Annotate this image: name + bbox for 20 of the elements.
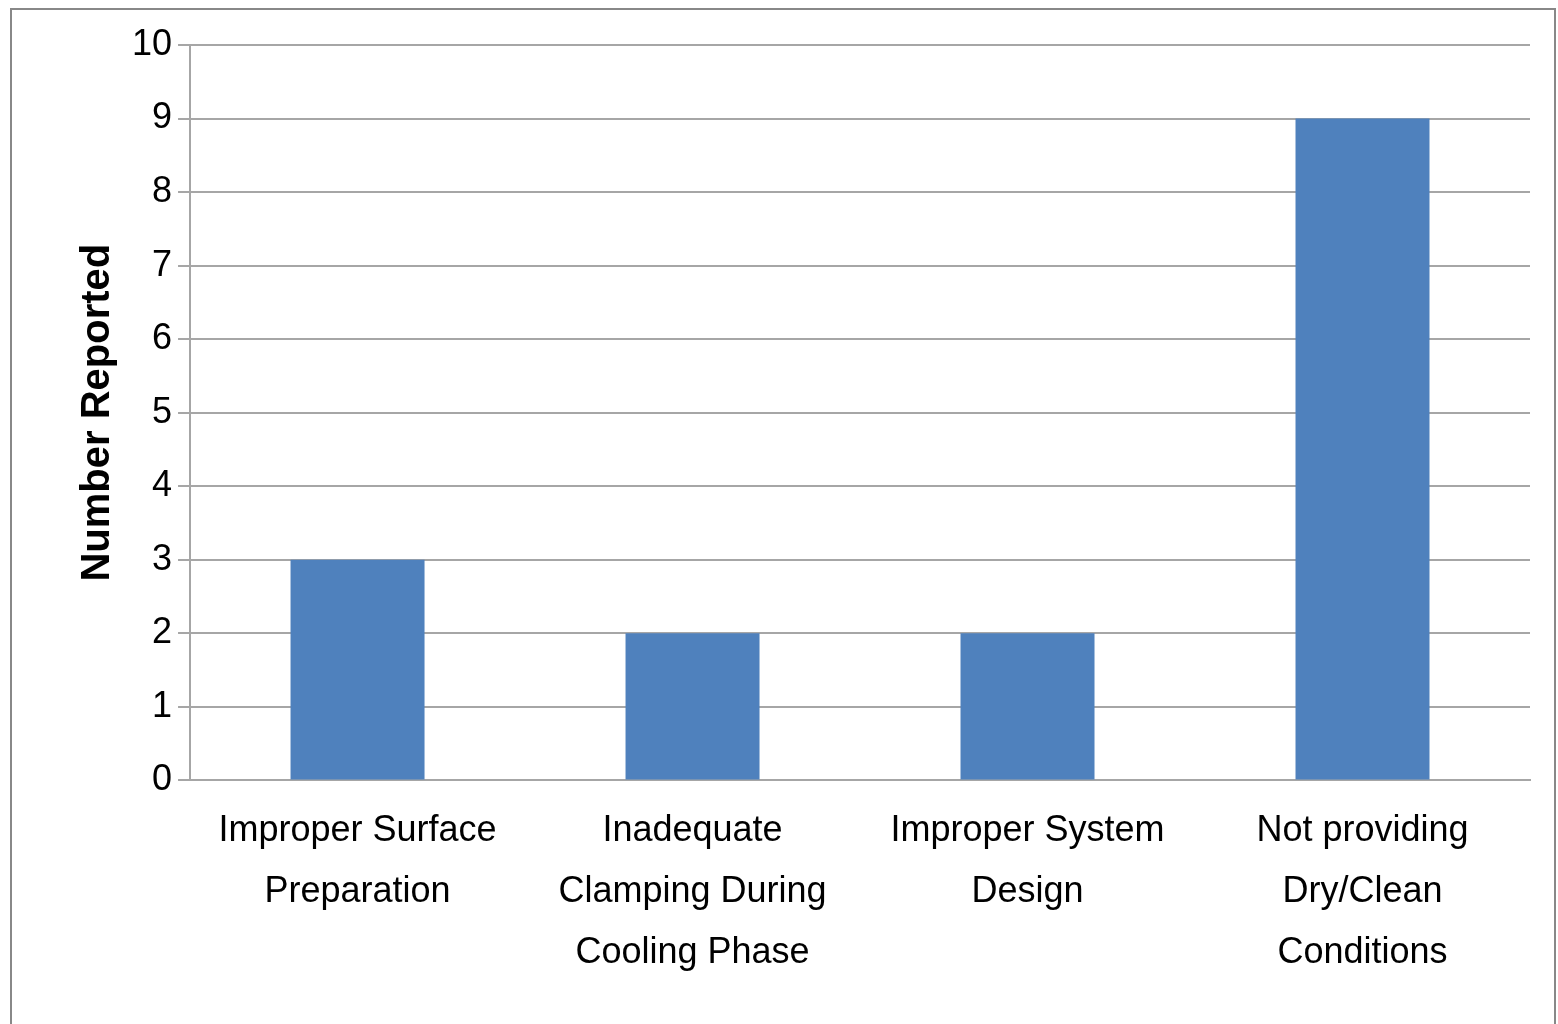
y-tick-label: 1 — [152, 683, 173, 725]
bar — [290, 559, 425, 780]
x-tick-label: Improper Surface Preparation — [218, 807, 497, 911]
y-tick-label: 8 — [152, 169, 173, 210]
y-tick-label: 0 — [152, 757, 173, 799]
y-axis-title: Number Reported — [73, 243, 118, 582]
bar — [1295, 118, 1430, 780]
bar — [625, 633, 760, 780]
y-tick-label: 9 — [152, 95, 173, 137]
y-tick-label: 7 — [152, 242, 173, 284]
x-tick-label: Improper System Design — [890, 807, 1165, 911]
y-tick-label: 10 — [132, 21, 173, 63]
x-tick-label: Inadequate Clamping During Cooling Phase — [558, 807, 827, 972]
y-tick-label: 5 — [152, 389, 173, 431]
y-tick-label: 4 — [152, 463, 173, 505]
y-tick-label: 3 — [152, 536, 173, 578]
y-tick-label: 2 — [152, 610, 173, 652]
x-tick-label: Not providing Dry/Clean Conditions — [1256, 807, 1469, 972]
bar — [960, 633, 1095, 780]
y-tick-label: 6 — [152, 316, 173, 358]
